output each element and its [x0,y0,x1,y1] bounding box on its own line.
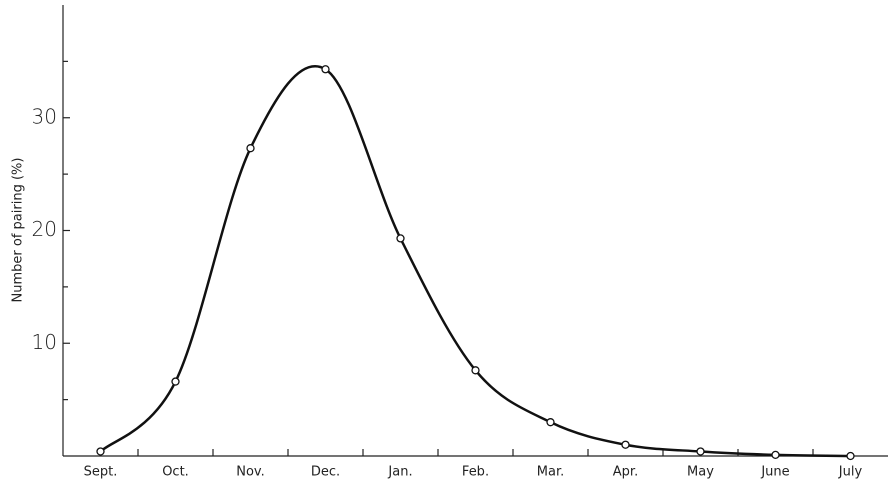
x-tick-label: Apr. [613,465,638,480]
y-tick-label: 30 [32,104,57,128]
x-tick-label: Dec. [311,465,340,480]
data-point [846,451,855,461]
x-tick-label: Mar. [537,465,564,480]
data-point [171,377,180,386]
x-tick-label: Feb. [462,465,489,480]
x-tick-label: Sept. [84,465,118,480]
line-series [99,65,851,458]
y-tick-label: 10 [32,330,57,354]
x-tick-label: July [838,465,863,480]
data-point [396,234,405,243]
x-tick-label: Oct. [162,465,189,480]
x-tick-label: Nov. [236,465,265,480]
y-tick-label: 20 [32,217,57,241]
x-tick-label: Jan. [387,465,412,480]
data-point [321,65,330,74]
data-point [771,450,780,460]
data-point [471,366,480,375]
x-tick-label: June [760,465,789,480]
x-tick-label: May [687,465,714,480]
y-axis-label: Number of pairing (%) [11,158,26,303]
data-point [546,418,555,427]
data-point [246,144,255,153]
data-point [96,447,105,456]
data-point [696,447,705,456]
data-point [621,440,630,449]
